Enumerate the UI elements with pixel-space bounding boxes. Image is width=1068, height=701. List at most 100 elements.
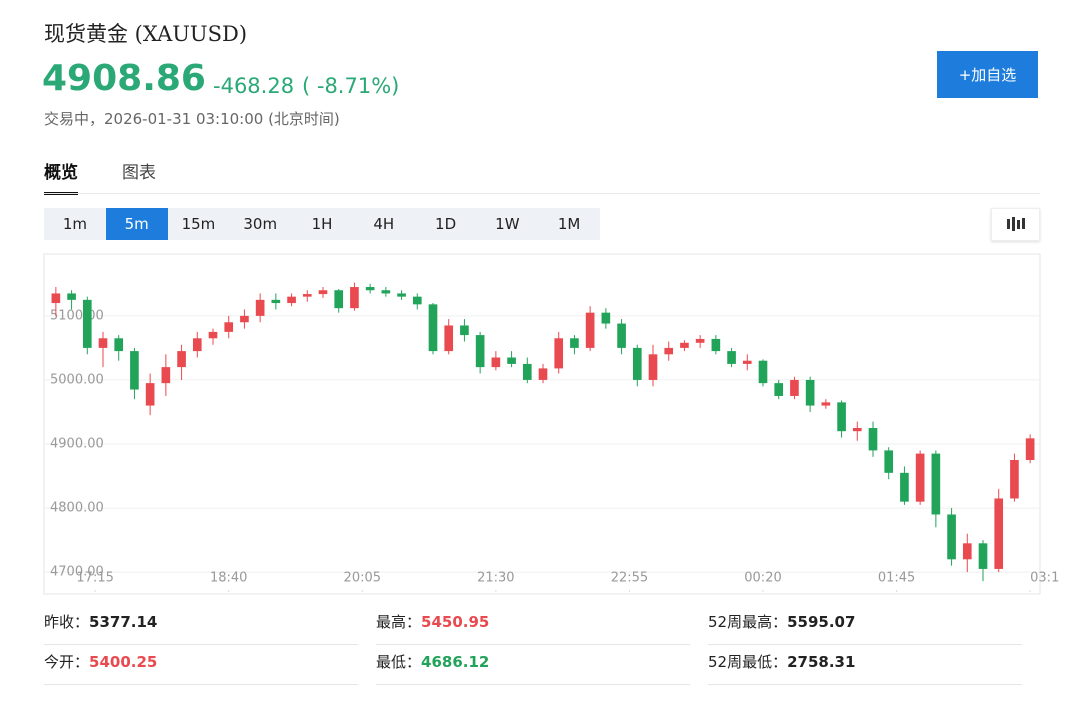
x-tick-label: 20:05 bbox=[344, 571, 381, 586]
y-tick-label: 5100.00 bbox=[50, 308, 104, 323]
candle-body bbox=[774, 383, 784, 396]
interval-button[interactable]: 5m bbox=[105, 208, 168, 240]
stat-value: 2758.31 bbox=[787, 653, 856, 671]
candle-body bbox=[648, 354, 658, 380]
stat-label: 最低： bbox=[376, 653, 422, 671]
candle-body bbox=[460, 325, 469, 336]
candle-body bbox=[900, 472, 909, 502]
x-tick-label: 18:40 bbox=[210, 571, 247, 586]
interval-button[interactable]: 4H bbox=[373, 215, 395, 233]
stat-label: 昨收： bbox=[44, 613, 90, 631]
y-tick-label: 5000.00 bbox=[50, 372, 104, 387]
candle-body bbox=[1010, 460, 1019, 499]
interval-button[interactable]: 15m bbox=[181, 215, 216, 233]
stat-value: 5450.95 bbox=[421, 613, 490, 631]
candle-body bbox=[994, 498, 1004, 569]
stat-value: 5595.07 bbox=[787, 613, 856, 631]
candle-body bbox=[601, 312, 611, 324]
candle-body bbox=[255, 299, 265, 316]
stat-cell: 52周最低：2758.31 bbox=[708, 651, 1022, 685]
candle-body bbox=[334, 290, 344, 309]
candle-body bbox=[51, 293, 61, 304]
candle-body bbox=[318, 290, 328, 295]
stat-cell: 今开：5400.25 bbox=[44, 651, 358, 685]
candle-body bbox=[821, 402, 831, 406]
candle-body bbox=[397, 293, 406, 297]
candle-body bbox=[114, 338, 124, 352]
tab[interactable]: 图表 bbox=[122, 163, 156, 183]
interval-bar: 1m 5m 15m 30m 1H 4H 1D 1W 1M bbox=[44, 208, 600, 240]
stat-cell: 最低：4686.12 bbox=[376, 651, 690, 685]
interval-button[interactable]: 30m bbox=[243, 215, 278, 233]
candle-body bbox=[67, 293, 76, 300]
candle-body bbox=[852, 427, 862, 432]
candle-body bbox=[98, 338, 108, 348]
interval-button[interactable]: 1M bbox=[557, 215, 581, 233]
candle-body bbox=[302, 294, 312, 297]
candle-body bbox=[962, 543, 972, 560]
candle-body bbox=[727, 351, 736, 364]
tabs: 概览 图表 bbox=[44, 158, 156, 195]
candle-body bbox=[884, 450, 894, 473]
divider bbox=[44, 193, 1040, 194]
stat-value: 5400.25 bbox=[89, 653, 158, 671]
stat-label: 最高： bbox=[376, 613, 422, 631]
chart-frame bbox=[43, 253, 1041, 595]
title: 现货黄金 (XAUUSD) bbox=[44, 22, 248, 46]
candle-body bbox=[428, 304, 438, 352]
x-tick-label: 03:1 bbox=[1030, 571, 1059, 586]
candle-body bbox=[680, 342, 689, 348]
x-tick-label: 00:20 bbox=[744, 571, 781, 586]
candle-body bbox=[632, 347, 642, 380]
stat-label: 52周最高： bbox=[708, 613, 788, 631]
candle-body bbox=[617, 323, 626, 348]
y-tick-label: 4800.00 bbox=[50, 501, 104, 516]
candle-body bbox=[758, 360, 768, 384]
change: -468.28 bbox=[213, 74, 295, 98]
interval-button[interactable]: 1W bbox=[495, 215, 520, 233]
tab[interactable]: 概览 bbox=[44, 158, 78, 195]
candle-body bbox=[664, 347, 674, 355]
candle-body bbox=[947, 514, 956, 560]
candle-body bbox=[208, 331, 218, 339]
x-tick-label: 17:15 bbox=[76, 571, 113, 586]
candle-body bbox=[444, 325, 454, 352]
candle-body bbox=[491, 357, 501, 368]
stat-value: 5377.14 bbox=[89, 613, 158, 631]
candle-body bbox=[538, 368, 548, 380]
interval-button[interactable]: 1H bbox=[311, 215, 333, 233]
candle-body bbox=[224, 322, 234, 332]
x-tick-label: 21:30 bbox=[477, 571, 514, 586]
candle-body bbox=[350, 287, 359, 309]
candle-body bbox=[145, 383, 155, 406]
candle-body bbox=[412, 296, 422, 305]
x-tick-label: 01:45 bbox=[878, 571, 915, 586]
candle-body bbox=[1025, 438, 1035, 461]
stats-row: 昨收：5377.14 最高：5450.95 52周最高：5595.07 bbox=[44, 611, 1040, 645]
candle-body bbox=[522, 363, 532, 380]
candle-body bbox=[287, 296, 296, 304]
stat-cell: 昨收：5377.14 bbox=[44, 611, 358, 645]
candle-body bbox=[381, 290, 391, 294]
y-tick-label: 4700.00 bbox=[50, 565, 104, 580]
candle-body bbox=[475, 335, 485, 368]
candle-body bbox=[805, 379, 815, 406]
stat-value: 4686.12 bbox=[421, 653, 490, 671]
interval-button[interactable]: 1D bbox=[435, 215, 457, 233]
candle-body bbox=[570, 338, 579, 348]
candle-body bbox=[931, 453, 941, 515]
stat-label: 52周最低： bbox=[708, 653, 788, 671]
candle-body bbox=[695, 338, 705, 343]
y-tick-label: 4900.00 bbox=[50, 437, 104, 452]
status: 交易中，2026-01-31 03:10:00 (北京时间) bbox=[44, 110, 340, 128]
interval-button[interactable]: 1m bbox=[62, 215, 87, 233]
candle-body bbox=[837, 402, 846, 432]
chart-type-button[interactable] bbox=[991, 208, 1040, 241]
stat-cell: 最高：5450.95 bbox=[376, 611, 690, 645]
add-watchlist-button[interactable]: +加自选 bbox=[937, 51, 1038, 98]
candle-body bbox=[711, 338, 721, 352]
candle-body bbox=[192, 338, 202, 352]
stats-row: 今开：5400.25 最低：4686.12 52周最低：2758.31 bbox=[44, 651, 1040, 685]
